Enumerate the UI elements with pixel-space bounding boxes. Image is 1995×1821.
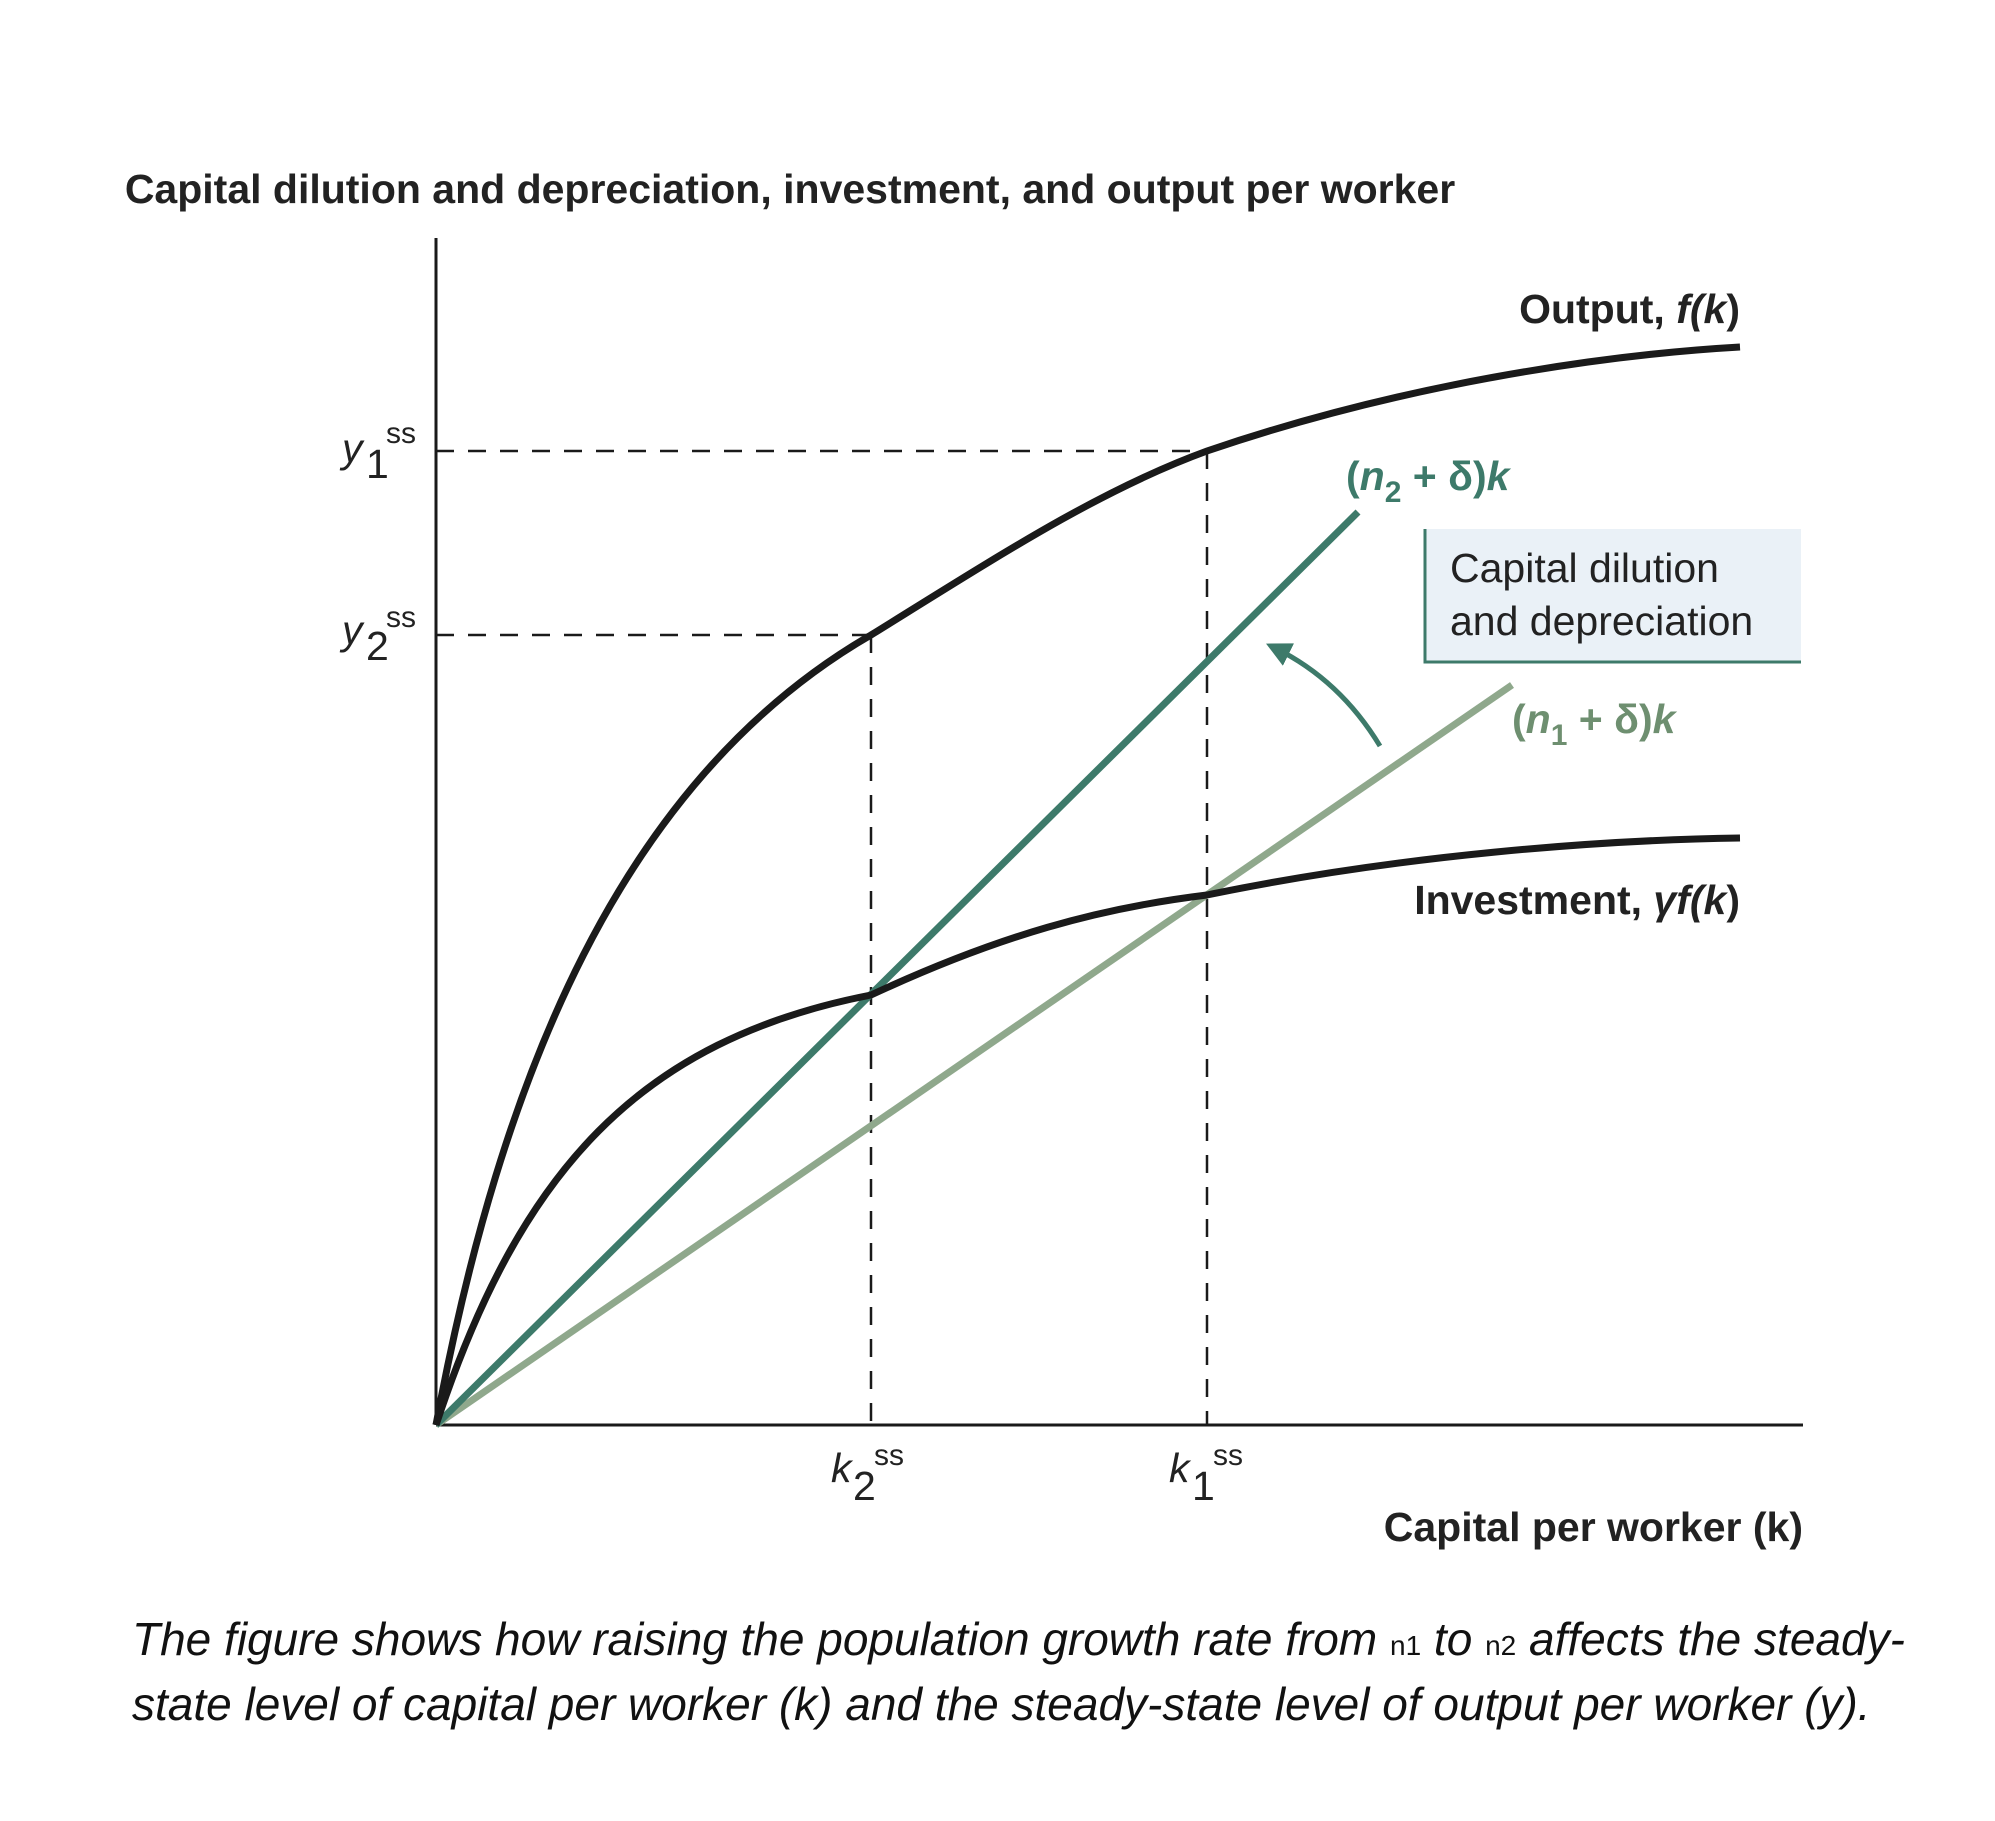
dashed-guides <box>436 449 1209 1425</box>
y-tick-y2: y 2 ss <box>339 601 416 669</box>
shift-box: Capital dilution and depreciation <box>1423 529 1801 664</box>
shift-box-border <box>1423 529 1801 664</box>
svg-text:2: 2 <box>366 623 389 669</box>
investment-label: Investment, γf(k) <box>1414 877 1740 923</box>
investment-curve <box>432 834 1741 1427</box>
svg-text:y: y <box>339 607 365 653</box>
svg-text:ss: ss <box>386 417 416 450</box>
x-tick-k2: k 2 ss <box>831 1439 904 1509</box>
shift-arrow <box>1266 643 1383 748</box>
svg-text:k: k <box>1169 1445 1192 1491</box>
shift-box-line2: and depreciation <box>1450 598 1753 644</box>
line-n2-delta-k <box>433 509 1361 1428</box>
shift-box-background <box>1425 529 1801 662</box>
y-tick-y1: y 1 ss <box>339 417 416 487</box>
line-n1-label: (n1 + δ)k <box>1512 696 1678 752</box>
line-n1-delta-k <box>434 682 1514 1428</box>
figure-caption: The figure shows how raising the populat… <box>132 1610 1932 1733</box>
caption-part1: The figure shows how raising the populat… <box>132 1613 1390 1665</box>
output-label: Output, f(k) <box>1519 286 1740 332</box>
svg-text:ss: ss <box>874 1439 904 1472</box>
shift-box-line1: Capital dilution <box>1450 545 1719 591</box>
svg-text:ss: ss <box>1213 1439 1243 1472</box>
caption-part2: to <box>1421 1613 1486 1665</box>
caption-n1: n1 <box>1390 1630 1422 1661</box>
x-tick-k1: k 1 ss <box>1169 1439 1243 1509</box>
line-n2-label: (n2 + δ)k <box>1346 453 1512 509</box>
svg-text:ss: ss <box>386 601 416 634</box>
x-axis-label: Capital per worker (k) <box>1384 1504 1803 1550</box>
caption-n2: n2 <box>1485 1630 1517 1661</box>
svg-text:y: y <box>339 425 365 471</box>
output-curve <box>432 343 1741 1426</box>
caption-part3: affects the steady-state level of capita… <box>132 1613 1905 1730</box>
svg-text:k: k <box>831 1445 854 1491</box>
svg-text:1: 1 <box>366 441 389 487</box>
diagram-title: Capital dilution and depreciation, inves… <box>125 166 1455 212</box>
svg-text:1: 1 <box>1192 1463 1215 1509</box>
svg-text:2: 2 <box>853 1463 876 1509</box>
